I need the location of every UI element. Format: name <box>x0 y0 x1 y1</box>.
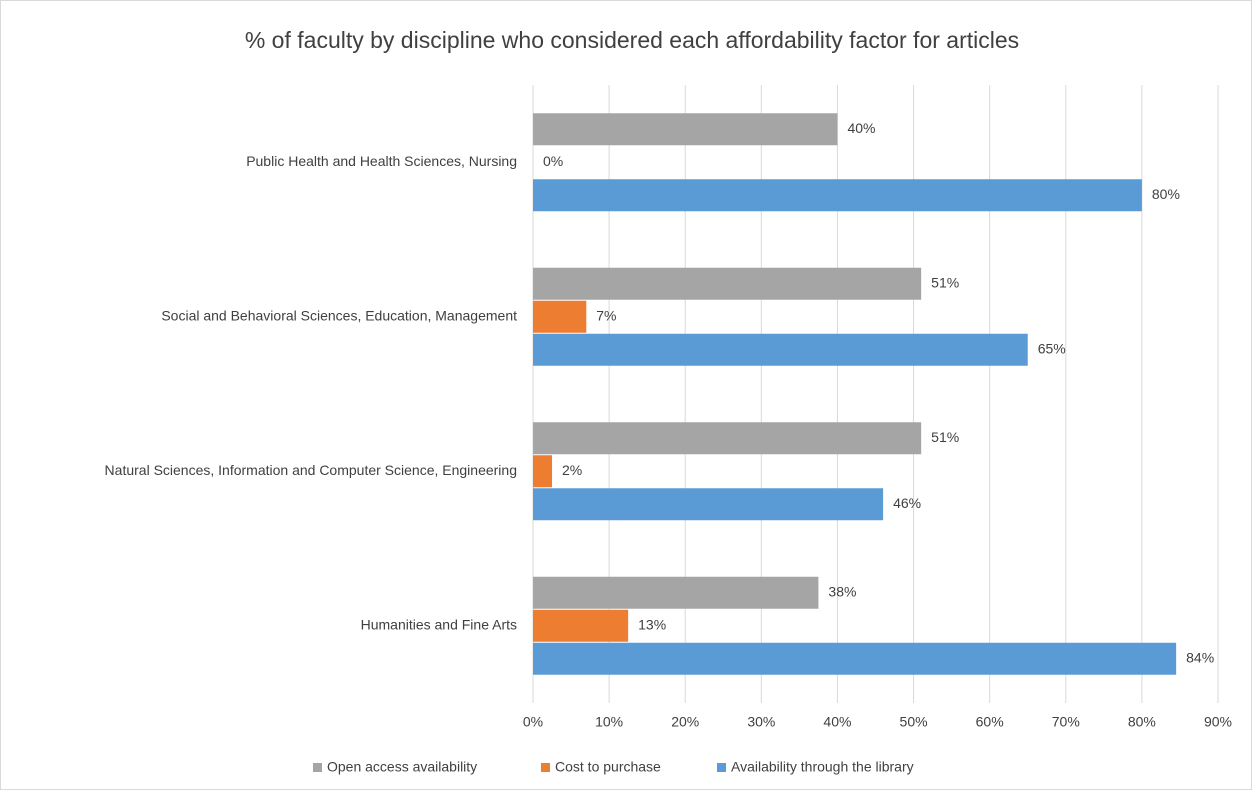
legend-label: Availability through the library <box>731 759 914 775</box>
x-tick-label: 20% <box>671 714 699 730</box>
value-label: 65% <box>1038 340 1066 356</box>
legend-label: Open access availability <box>327 759 477 775</box>
bar <box>533 267 922 300</box>
value-label: 0% <box>543 153 563 169</box>
legend-swatch <box>541 763 550 772</box>
legend-swatch <box>313 763 322 772</box>
bar <box>533 609 629 642</box>
value-label: 51% <box>931 429 959 445</box>
legend-label: Cost to purchase <box>555 759 661 775</box>
value-label: 80% <box>1152 186 1180 202</box>
x-tick-label: 80% <box>1128 714 1156 730</box>
value-label: 84% <box>1186 649 1214 665</box>
bar <box>533 113 838 146</box>
bar <box>533 642 1177 675</box>
x-tick-label: 70% <box>1052 714 1080 730</box>
x-tick-label: 30% <box>747 714 775 730</box>
bar <box>533 179 1142 212</box>
value-label: 51% <box>931 274 959 290</box>
bar <box>533 576 819 609</box>
bar <box>533 488 884 521</box>
value-label: 46% <box>893 495 921 511</box>
y-tick-label: Natural Sciences, Information and Comput… <box>105 462 517 478</box>
value-label: 40% <box>847 120 875 136</box>
chart-title: % of faculty by discipline who considere… <box>245 27 1019 53</box>
x-tick-label: 50% <box>900 714 928 730</box>
value-label: 38% <box>828 583 856 599</box>
bar <box>533 333 1028 366</box>
value-label: 7% <box>596 307 616 323</box>
x-tick-label: 0% <box>523 714 543 730</box>
bar <box>533 422 922 455</box>
y-tick-label: Humanities and Fine Arts <box>361 616 517 632</box>
legend-swatch <box>717 763 726 772</box>
x-tick-label: 60% <box>976 714 1004 730</box>
x-tick-label: 40% <box>823 714 851 730</box>
bar <box>533 455 553 488</box>
y-tick-label: Social and Behavioral Sciences, Educatio… <box>161 307 517 323</box>
y-tick-label: Public Health and Health Sciences, Nursi… <box>246 153 517 169</box>
bar <box>533 300 587 333</box>
x-tick-label: 90% <box>1204 714 1232 730</box>
value-label: 13% <box>638 616 666 632</box>
x-tick-label: 10% <box>595 714 623 730</box>
value-label: 2% <box>562 462 582 478</box>
